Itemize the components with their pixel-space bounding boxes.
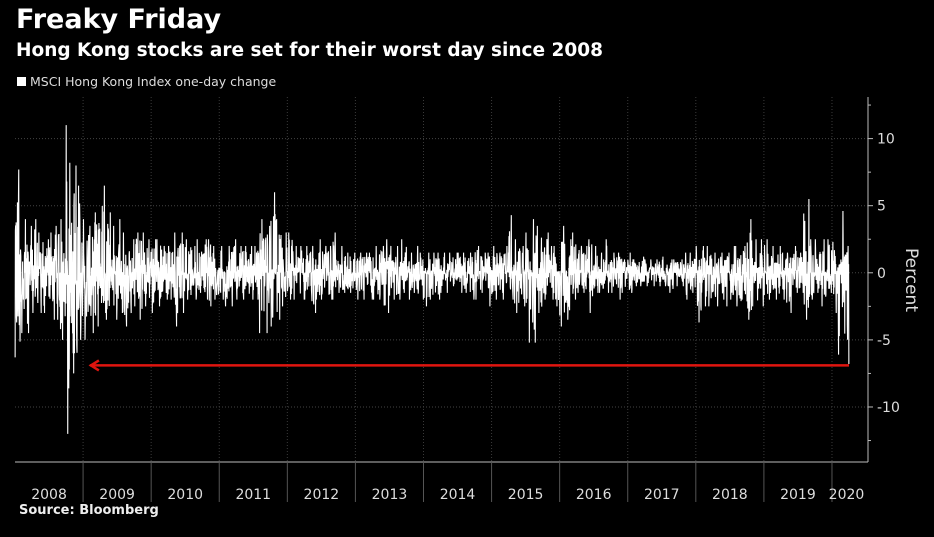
- x-tick-label: 2012: [304, 487, 340, 503]
- x-tick-label: 2015: [508, 487, 544, 503]
- legend-swatch: [17, 77, 26, 86]
- x-tick-label: 2018: [712, 487, 748, 503]
- y-tick-label: 5: [877, 199, 886, 215]
- legend: MSCI Hong Kong Index one-day change: [17, 74, 276, 89]
- y-tick-label: -5: [877, 333, 891, 349]
- x-tick-label: 2010: [167, 487, 203, 503]
- x-tick-label: 2011: [235, 487, 271, 503]
- y-axis-label: Percent: [901, 248, 921, 312]
- chart-subtitle: Hong Kong stocks are set for their worst…: [16, 40, 603, 61]
- x-tick-label: 2017: [644, 487, 680, 503]
- x-tick-label: 2014: [440, 487, 476, 503]
- source-note: Source: Bloomberg: [19, 503, 159, 518]
- y-tick-label: -10: [877, 400, 900, 416]
- x-tick-label: 2013: [372, 487, 408, 503]
- annotation-arrowhead: [88, 359, 100, 372]
- x-tick-label: 2009: [99, 487, 135, 503]
- y-tick-label: 10: [877, 132, 895, 148]
- series-line-msci-hong-kong: [14, 125, 850, 434]
- y-tick-label: 0: [877, 266, 886, 282]
- x-tick-label: 2008: [31, 487, 67, 503]
- x-tick-label: 2020: [829, 487, 865, 503]
- x-tick-label: 2016: [576, 487, 612, 503]
- chart-title: Freaky Friday: [16, 4, 222, 35]
- legend-label: MSCI Hong Kong Index one-day change: [30, 74, 277, 89]
- x-tick-label: 2019: [780, 487, 816, 503]
